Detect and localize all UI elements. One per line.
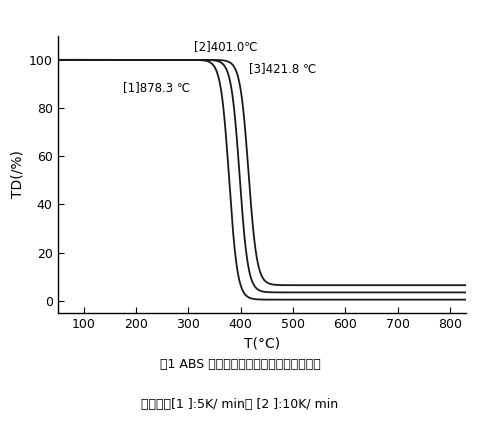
Text: [1]878.3 ℃: [1]878.3 ℃: [123, 81, 190, 94]
Text: 升温速率[1 ]:5K/ min； [2 ]:10K/ min: 升温速率[1 ]:5K/ min； [2 ]:10K/ min: [142, 398, 338, 411]
Y-axis label: TD(/%): TD(/%): [11, 150, 24, 198]
Text: [2]401.0℃: [2]401.0℃: [193, 40, 257, 53]
Text: 图1 ABS 塑料在不同升温速率下的热重曲线: 图1 ABS 塑料在不同升温速率下的热重曲线: [160, 358, 320, 371]
X-axis label: T(°C): T(°C): [243, 336, 280, 350]
Text: [3]421.8 ℃: [3]421.8 ℃: [249, 62, 316, 75]
